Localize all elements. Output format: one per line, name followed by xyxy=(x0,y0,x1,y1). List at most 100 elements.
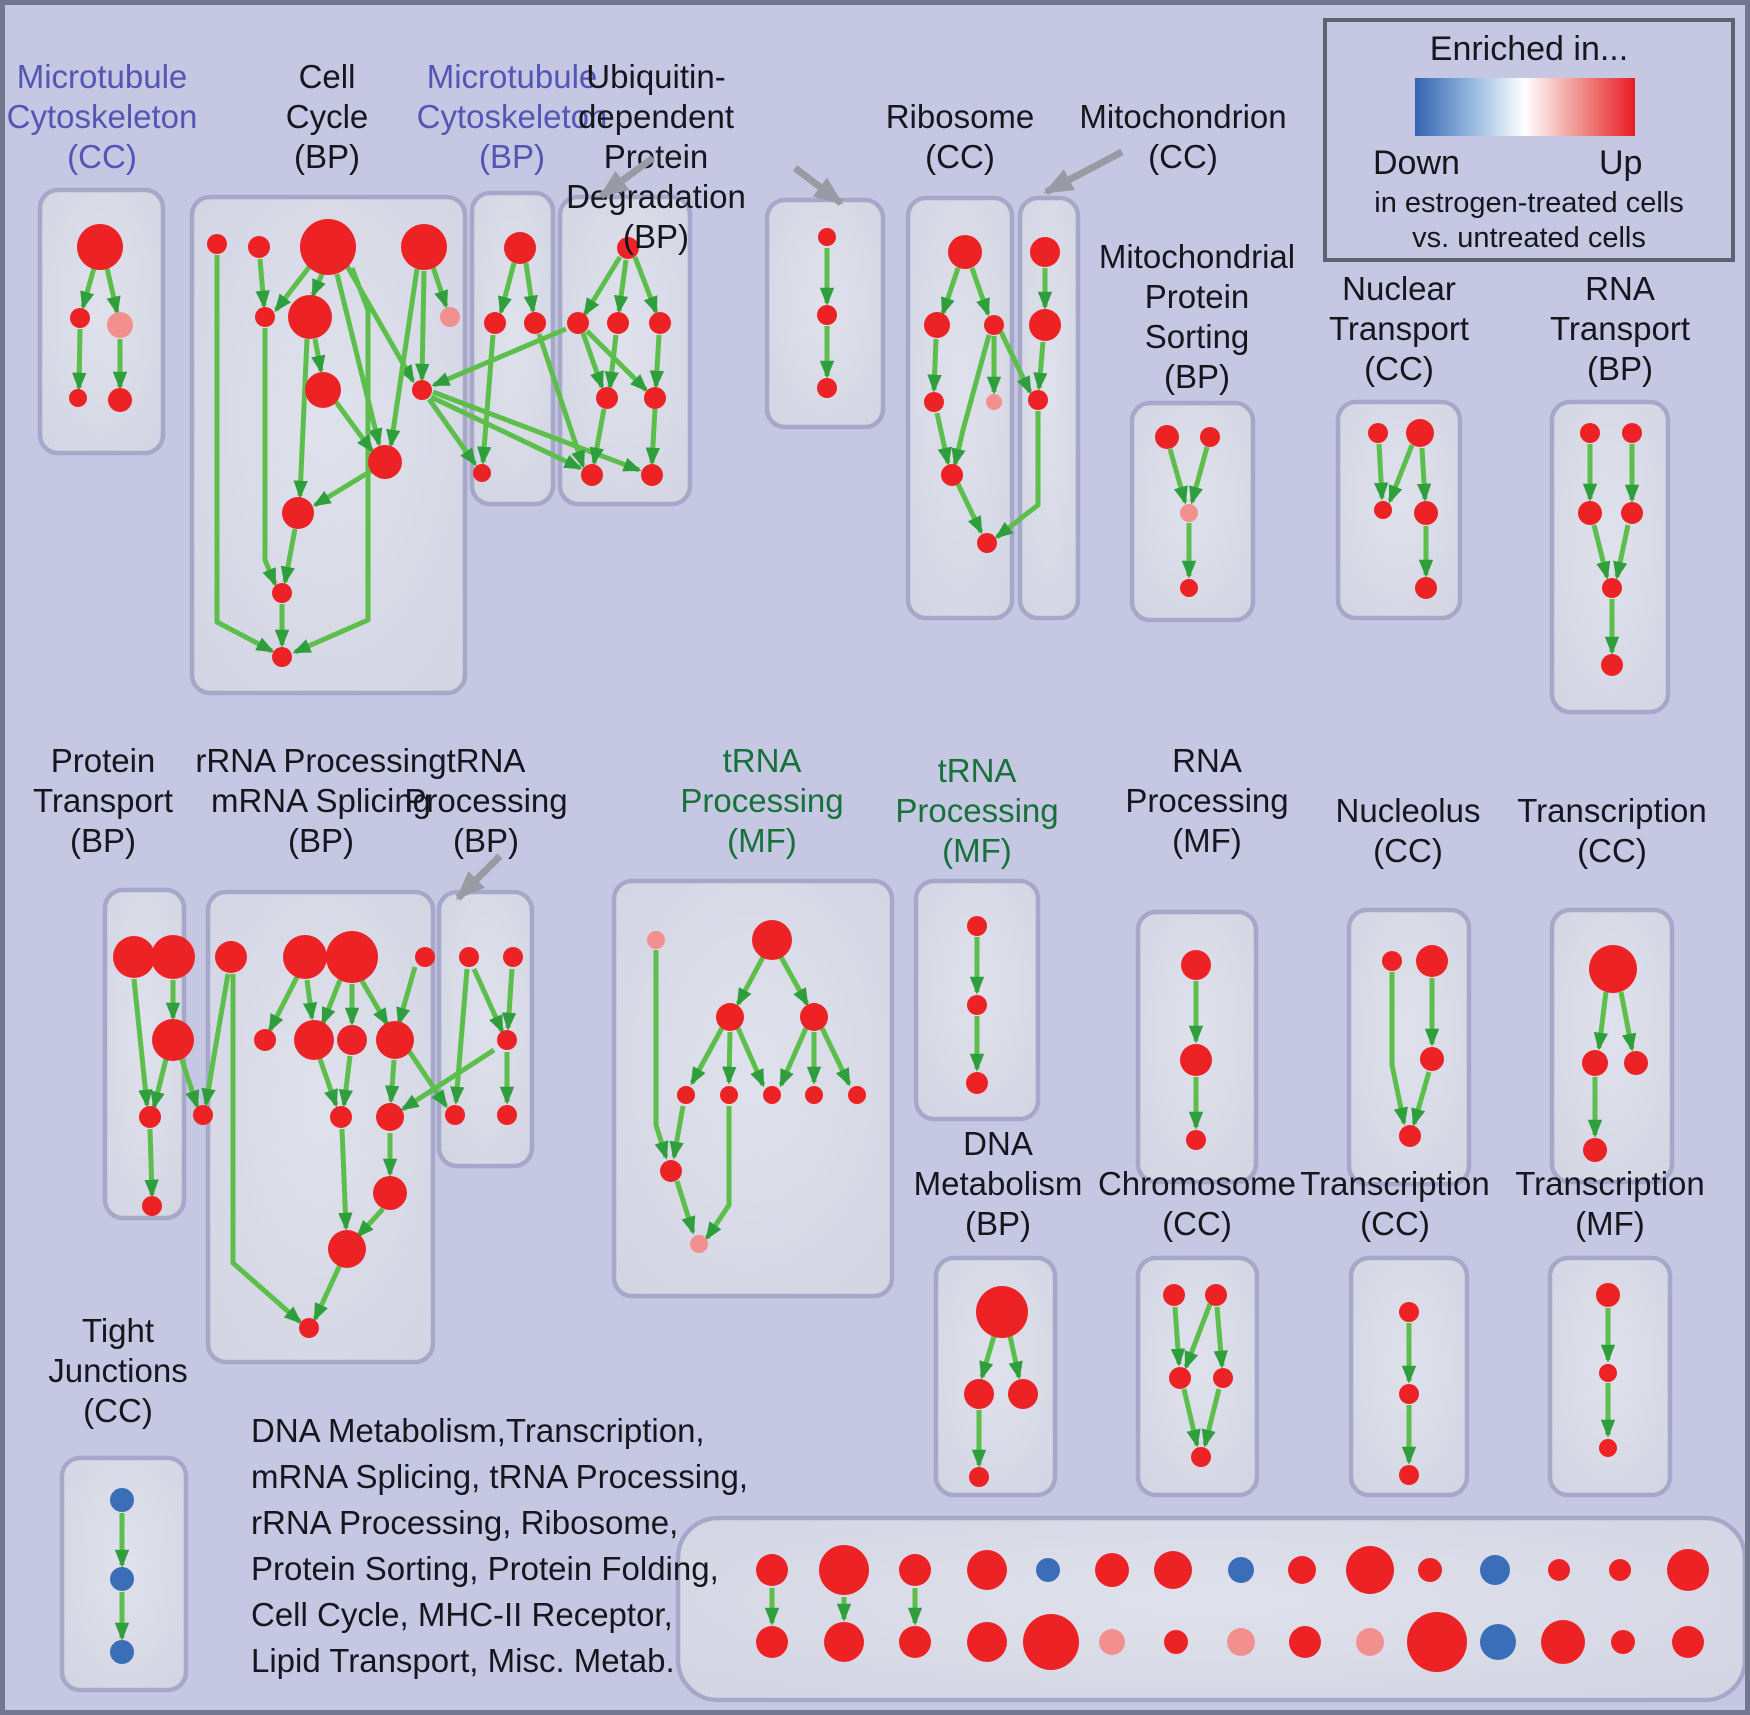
edge-arrow xyxy=(1170,1306,1186,1367)
legend-up-label: Up xyxy=(1599,144,1643,182)
group-label-line: Metabolism xyxy=(914,1165,1083,1202)
edge-arrow xyxy=(722,1031,737,1085)
go-term-node xyxy=(644,387,666,409)
go-term-node xyxy=(1200,427,1220,447)
go-term-node xyxy=(716,1003,744,1031)
edge-arrow xyxy=(1387,444,1415,504)
go-term-node xyxy=(567,312,589,334)
group-label-line: Processing xyxy=(680,782,843,819)
go-term-node xyxy=(817,305,837,325)
group-label-line: tRNA xyxy=(938,752,1017,789)
edge-arrow xyxy=(430,266,449,309)
go-term-node xyxy=(1589,945,1637,993)
group-label-line: Junctions xyxy=(48,1352,187,1389)
go-term-node xyxy=(984,315,1004,335)
go-term-node xyxy=(948,235,982,269)
go-term-node xyxy=(1368,423,1388,443)
group-label: RNA Transport (BP) xyxy=(1550,270,1690,387)
go-term-node xyxy=(113,936,155,978)
edge-arrow xyxy=(144,1128,159,1198)
misc-note-line: Lipid Transport, Misc. Metab. xyxy=(251,1642,675,1679)
edge-arrow xyxy=(1201,1388,1222,1448)
go-term-node xyxy=(152,1019,194,1061)
go-term-node xyxy=(1399,1384,1419,1404)
go-term-node xyxy=(1205,1284,1227,1306)
go-term-node xyxy=(924,392,944,412)
group-label: Microtubule Cytoskeleton (CC) xyxy=(7,58,198,175)
group-label-line: Microtubule xyxy=(427,58,598,95)
go-term-node xyxy=(1227,1628,1255,1656)
go-term-node xyxy=(305,372,341,408)
go-term-node xyxy=(110,1567,134,1591)
go-term-node xyxy=(752,920,792,960)
group-label: RNA Processing (MF) xyxy=(1125,742,1288,859)
go-term-node xyxy=(1480,1555,1510,1585)
go-term-node xyxy=(899,1626,931,1658)
group-label-line: (CC) xyxy=(67,138,137,175)
go-term-node xyxy=(1582,1050,1608,1076)
edge-arrow xyxy=(255,258,270,309)
go-term-node xyxy=(1030,237,1060,267)
group-label-line: (CC) xyxy=(1148,138,1218,175)
go-term-node xyxy=(647,931,665,949)
go-term-node xyxy=(1599,1439,1617,1457)
label-pointer-arrow xyxy=(792,165,844,206)
go-term-node xyxy=(376,1021,414,1059)
label-pointer-arrow xyxy=(1043,148,1124,196)
go-term-node xyxy=(1180,504,1198,522)
go-term-node xyxy=(255,307,275,327)
group-label-line: Ribosome xyxy=(886,98,1035,135)
edge-arrow xyxy=(280,528,298,585)
group-label-line: dependent xyxy=(578,98,734,135)
go-term-node xyxy=(763,1086,781,1104)
group-label-line: (BP) xyxy=(453,822,519,859)
go-term-node xyxy=(819,1545,869,1595)
edge-arrow xyxy=(415,270,430,382)
edge-arrow xyxy=(927,338,942,393)
go-term-node xyxy=(1609,1559,1631,1581)
edge-arrow xyxy=(406,1049,449,1109)
go-term-node xyxy=(1414,501,1438,525)
edge-arrow xyxy=(613,259,629,314)
misc-note-line: mRNA Splicing, tRNA Processing, xyxy=(251,1458,749,1495)
go-term-node xyxy=(445,1105,465,1125)
edge-arrow xyxy=(998,330,1033,395)
go-term-node xyxy=(986,394,1002,410)
group-label-line: (CC) xyxy=(1162,1205,1232,1242)
group-box-rna-transport-bp xyxy=(1549,399,1671,715)
go-term-node xyxy=(824,1622,864,1662)
edge-arrow xyxy=(582,255,623,317)
go-term-node xyxy=(330,1106,352,1128)
group-box-nuclear-transport-cc xyxy=(1335,399,1463,621)
go-term-node xyxy=(800,1003,828,1031)
edge-arrow xyxy=(432,389,642,473)
group-label-line: Protein xyxy=(604,138,709,175)
go-term-node xyxy=(1480,1624,1516,1660)
group-label: Protein Transport (BP) xyxy=(33,742,173,859)
edge-arrow xyxy=(230,974,303,1324)
edge-arrow xyxy=(674,1180,696,1235)
go-term-node xyxy=(328,1230,366,1268)
group-label-line: (MF) xyxy=(1575,1205,1645,1242)
go-term-node xyxy=(1672,1626,1704,1658)
go-term-node xyxy=(924,312,950,338)
go-term-node xyxy=(459,947,479,967)
go-term-node xyxy=(1356,1628,1384,1656)
legend-down-label: Down xyxy=(1373,144,1460,182)
edge-arrow xyxy=(178,1056,200,1109)
go-term-node xyxy=(142,1196,162,1216)
go-term-node xyxy=(581,464,603,486)
go-term-node xyxy=(1399,1125,1421,1147)
go-term-node xyxy=(1602,578,1622,598)
group-label-line: Transport xyxy=(33,782,173,819)
group-label-line: Cytoskeleton xyxy=(417,98,608,135)
group-label-line: (MF) xyxy=(942,832,1012,869)
go-term-node xyxy=(1228,1557,1254,1583)
edge-arrow xyxy=(940,267,961,316)
group-label-line: (BP) xyxy=(1587,350,1653,387)
go-term-node xyxy=(967,916,987,936)
group-box-summary-misc xyxy=(675,1515,1748,1703)
edge-arrow xyxy=(274,264,312,313)
